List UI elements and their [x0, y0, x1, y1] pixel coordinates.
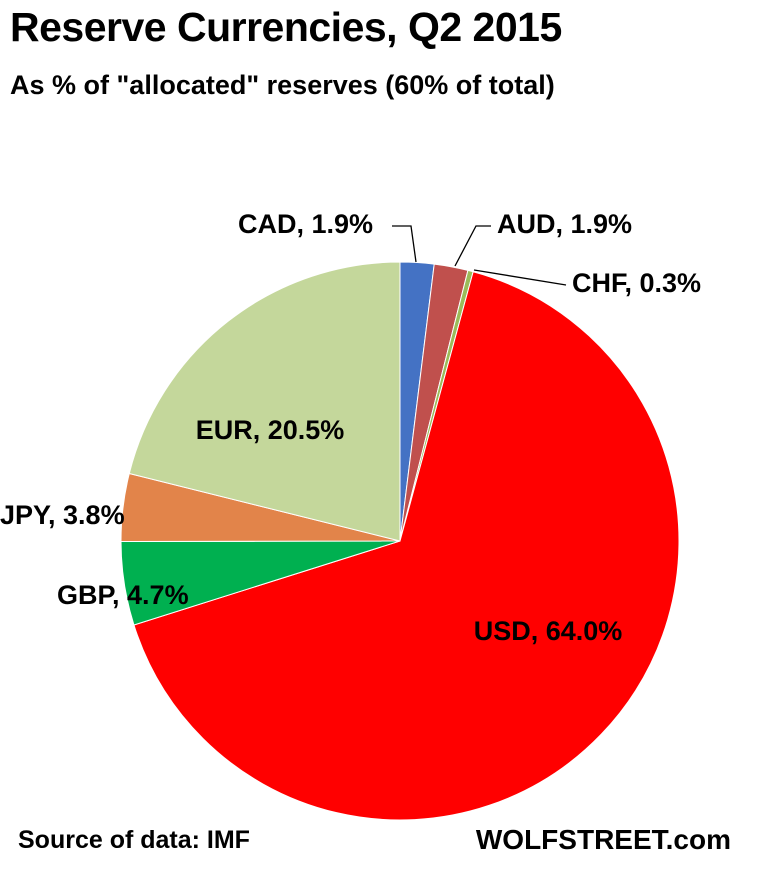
leader-line-chf	[473, 269, 567, 286]
slice-label-usd: USD, 64.0%	[474, 616, 623, 646]
slice-label-chf: CHF, 0.3%	[572, 268, 701, 298]
slice-label-jpy: JPY, 3.8%	[0, 500, 125, 530]
brand-logo-text: WOLFSTREET.com	[475, 824, 731, 855]
leader-line-aud	[454, 225, 491, 267]
data-source-note: Source of data: IMF	[18, 826, 250, 854]
slice-label-cad: CAD, 1.9%	[238, 209, 373, 239]
slice-label-gbp: GBP, 4.7%	[57, 580, 189, 610]
leader-line-cad	[392, 225, 417, 263]
chart-title: Reserve Currencies, Q2 2015	[10, 4, 562, 50]
slice-label-eur: EUR, 20.5%	[196, 415, 345, 445]
chart-subtitle: As % of "allocated" reserves (60% of tot…	[10, 70, 555, 100]
slice-label-aud: AUD, 1.9%	[497, 209, 632, 239]
pie-slice-usd	[133, 271, 680, 821]
pie-slice-eur	[128, 261, 401, 542]
